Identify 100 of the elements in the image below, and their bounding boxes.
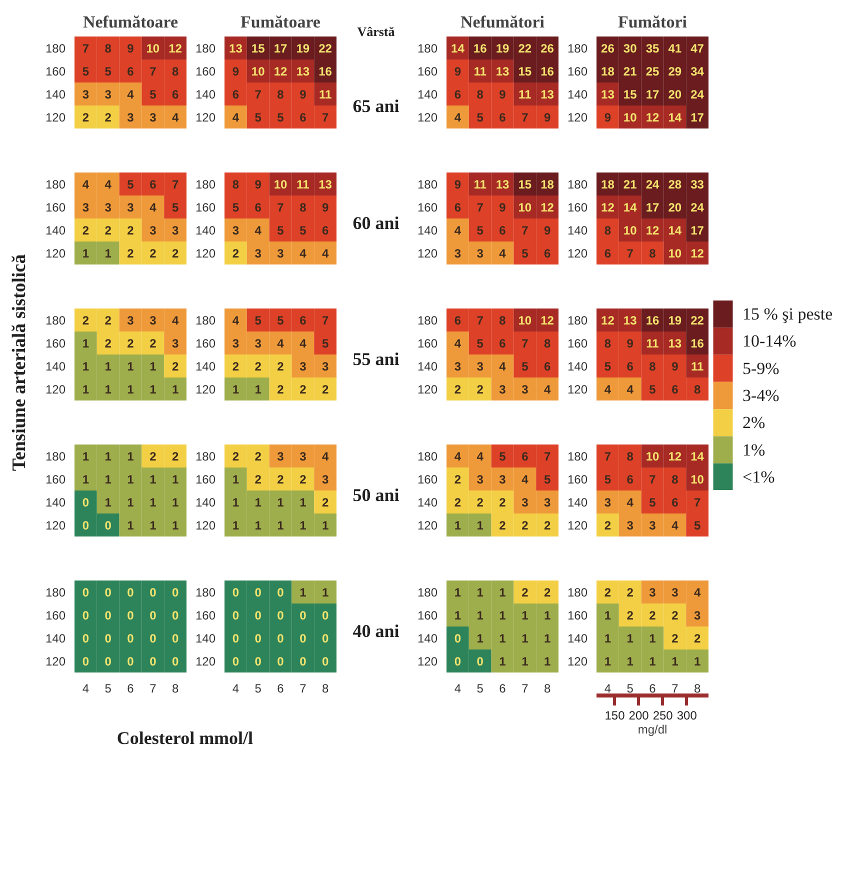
data-label: 1 (604, 632, 612, 646)
data-label: 3 (232, 224, 240, 238)
text: 50 ani (352, 484, 400, 507)
data-label: 1 (127, 518, 134, 532)
data-label: 41 (668, 42, 682, 56)
data-label: 30 (623, 42, 638, 56)
data-label: 24 (690, 88, 704, 102)
data-label: 1 (232, 472, 240, 486)
y-tick-label: 180 (195, 586, 216, 600)
data-label: 17 (274, 42, 288, 56)
data-label: 1 (476, 632, 484, 646)
data-label: 1 (544, 654, 551, 668)
y-tick-label: 140 (567, 632, 588, 646)
x-tick-label: 7 (672, 682, 679, 696)
data-label: 3 (150, 110, 157, 124)
data-label: 1 (127, 496, 134, 510)
data-label: 8 (649, 360, 656, 374)
data-label: 7 (150, 64, 157, 78)
data-label: 7 (82, 42, 90, 56)
data-label: 4 (232, 110, 240, 124)
y-tick-label: 160 (567, 200, 588, 214)
data-label: 6 (672, 382, 679, 396)
data-label: 2 (522, 586, 529, 600)
data-label: 11 (474, 64, 487, 78)
data-label: 8 (604, 224, 612, 238)
data-label: 3 (300, 360, 307, 374)
data-label: 1 (649, 654, 656, 668)
data-label: 21 (623, 178, 638, 192)
data-label: 1 (454, 518, 462, 532)
data-label: 2 (127, 246, 134, 260)
data-label: 5 (544, 472, 551, 486)
data-label: 2 (150, 336, 157, 350)
y-tick-label: 140 (195, 224, 216, 238)
data-label: 9 (544, 224, 551, 238)
text: 65 ani (352, 94, 400, 118)
data-label: 3 (476, 472, 484, 486)
data-label: 1 (300, 496, 307, 510)
data-label: 13 (668, 336, 682, 350)
data-label: 17 (690, 224, 704, 238)
y-tick-label: 140 (45, 632, 66, 646)
data-label: 4 (626, 382, 634, 396)
data-label: 17 (646, 200, 660, 214)
data-label: 1 (82, 472, 90, 486)
y-tick-label: 140 (45, 360, 66, 374)
data-label: 7 (522, 110, 529, 124)
data-label: 5 (277, 314, 284, 328)
y-tick-label: 180 (567, 42, 588, 56)
y-tick-label: 160 (417, 336, 438, 350)
y-tick-label: 180 (417, 42, 438, 56)
text: 40 ani (352, 620, 400, 643)
data-label: 0 (300, 632, 307, 646)
data-label: 5 (322, 336, 329, 350)
data-label: 9 (232, 64, 240, 78)
data-label: 16 (690, 336, 704, 350)
data-label: 1 (277, 496, 284, 510)
data-label: 2 (499, 496, 506, 510)
data-label: 4 (499, 246, 506, 260)
data-label: 5 (150, 88, 157, 102)
data-label: 26 (601, 42, 615, 56)
data-label: 1 (104, 496, 112, 510)
data-label: 3 (626, 518, 634, 532)
category-label: <1% (742, 467, 775, 486)
data-label: 3 (82, 200, 90, 214)
data-label: 4 (544, 382, 551, 396)
data-label: 12 (601, 314, 615, 328)
data-label: 1 (544, 608, 551, 622)
data-label: 0 (277, 632, 284, 646)
data-label: 6 (232, 88, 240, 102)
data-label: 3 (522, 382, 529, 396)
data-label: 1 (476, 586, 484, 600)
data-label: 16 (540, 64, 554, 78)
data-label: 3 (104, 200, 112, 214)
data-label: 0 (82, 654, 90, 668)
data-label: 3 (672, 586, 679, 600)
y-tick-label: 180 (195, 450, 216, 464)
data-label: 10 (518, 314, 532, 328)
data-label: 0 (254, 586, 262, 600)
data-label: 5 (476, 336, 484, 350)
category-label: 5-9% (742, 358, 780, 378)
data-label: 4 (672, 518, 679, 532)
data-label: 0 (277, 586, 284, 600)
y-tick-label: 140 (417, 360, 438, 374)
data-label: 0 (104, 518, 112, 532)
data-label: 5 (649, 382, 656, 396)
x2-tick-label: 200 (628, 708, 650, 722)
data-label: 29 (668, 64, 682, 78)
data-label: 2 (277, 360, 284, 374)
data-label: 6 (322, 224, 329, 238)
data-label: 1 (82, 450, 90, 464)
data-label: 1 (626, 632, 634, 646)
data-label: 0 (82, 632, 90, 646)
y-tick-label: 140 (45, 496, 66, 510)
data-label: 5 (104, 64, 112, 78)
data-label: 8 (604, 336, 612, 350)
y-tick-label: 160 (417, 472, 438, 486)
data-label: 2 (232, 450, 240, 464)
data-label: 1 (127, 382, 134, 396)
data-label: 13 (296, 64, 310, 78)
y-tick-label: 160 (45, 608, 66, 622)
x2-tick-label: 150 (604, 708, 626, 722)
